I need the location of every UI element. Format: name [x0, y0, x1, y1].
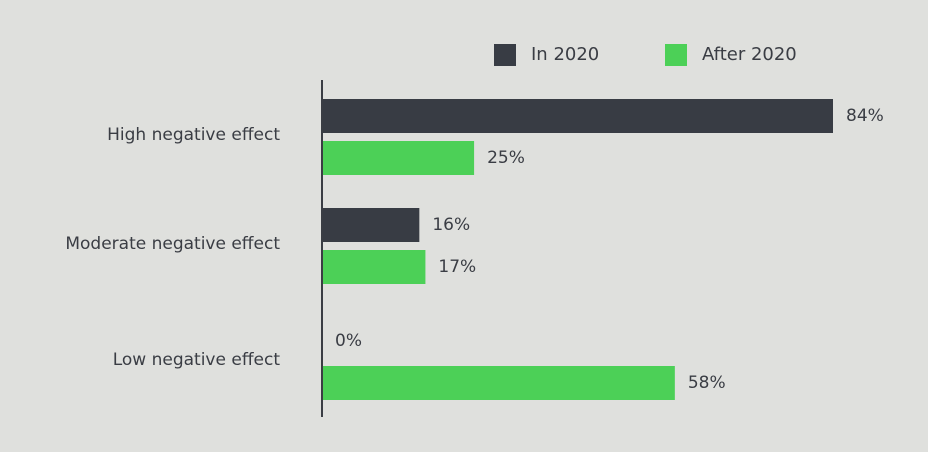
- bars-group: [322, 99, 833, 400]
- value-label-in-2020-low-negative-effect: 0%: [335, 331, 362, 351]
- value-label-in-2020-high-negative-effect: 84%: [846, 106, 884, 126]
- value-label-after-2020-low-negative-effect: 58%: [688, 373, 726, 393]
- bar-after-2020-low-negative-effect: [322, 366, 675, 400]
- value-label-in-2020-moderate-negative-effect: 16%: [432, 215, 470, 235]
- category-label-high-negative-effect: High negative effect: [107, 125, 280, 145]
- value-label-after-2020-high-negative-effect: 25%: [487, 148, 525, 168]
- bar-after-2020-high-negative-effect: [322, 141, 475, 175]
- category-label-low-negative-effect: Low negative effect: [113, 350, 281, 370]
- legend-label-after-2020: After 2020: [702, 44, 797, 65]
- category-label-moderate-negative-effect: Moderate negative effect: [65, 234, 280, 254]
- bar-in-2020-moderate-negative-effect: [322, 208, 420, 242]
- legend-label-in-2020: In 2020: [531, 44, 599, 65]
- bar-in-2020-high-negative-effect: [322, 99, 833, 133]
- bar-after-2020-moderate-negative-effect: [322, 250, 426, 284]
- labels-group: High negative effect 84% 25% Moderate negat…: [65, 106, 883, 393]
- legend-swatch-in-2020: [494, 44, 516, 66]
- legend: In 2020 After 2020: [494, 44, 797, 66]
- value-label-after-2020-moderate-negative-effect: 17%: [438, 257, 476, 277]
- legend-swatch-after-2020: [665, 44, 687, 66]
